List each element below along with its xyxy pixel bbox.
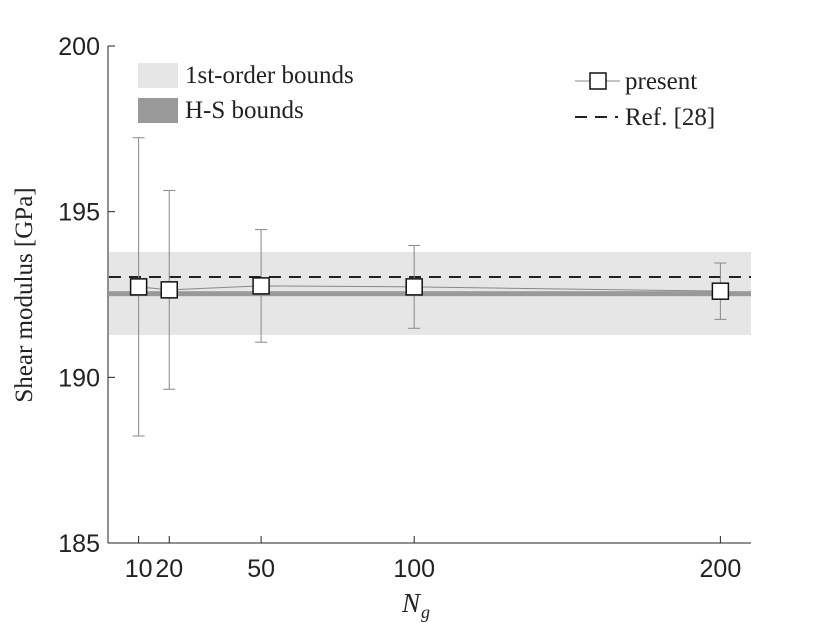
x-tick-label: 100 [393, 555, 435, 583]
x-tick-label: 200 [700, 555, 742, 583]
y-tick-label: 195 [58, 199, 100, 227]
bound-band [109, 291, 751, 297]
x-tick-label: 20 [155, 555, 183, 583]
y-tick-label: 190 [58, 364, 100, 392]
legend-marker [589, 72, 607, 90]
marker [252, 277, 270, 295]
marker [711, 282, 730, 300]
legend-label: H-S bounds [185, 97, 304, 124]
y-tick-label: 185 [58, 530, 100, 558]
marker [129, 278, 148, 296]
x-axis-label: N [401, 588, 422, 618]
legend-label: present [625, 68, 697, 95]
legend-swatch [138, 98, 178, 123]
x-tick-label: 10 [125, 555, 153, 583]
legend-label: 1st-order bounds [185, 62, 354, 89]
x-axis-label-sub: g [421, 602, 430, 622]
y-tick-label: 200 [58, 33, 100, 61]
y-axis-label: Shear modulus [GPa] [11, 187, 38, 402]
marker [160, 281, 178, 299]
legend-swatch [138, 63, 178, 88]
x-tick-label: 50 [247, 555, 275, 583]
legend-label: Ref. [28] [625, 104, 715, 131]
marker [405, 278, 423, 296]
